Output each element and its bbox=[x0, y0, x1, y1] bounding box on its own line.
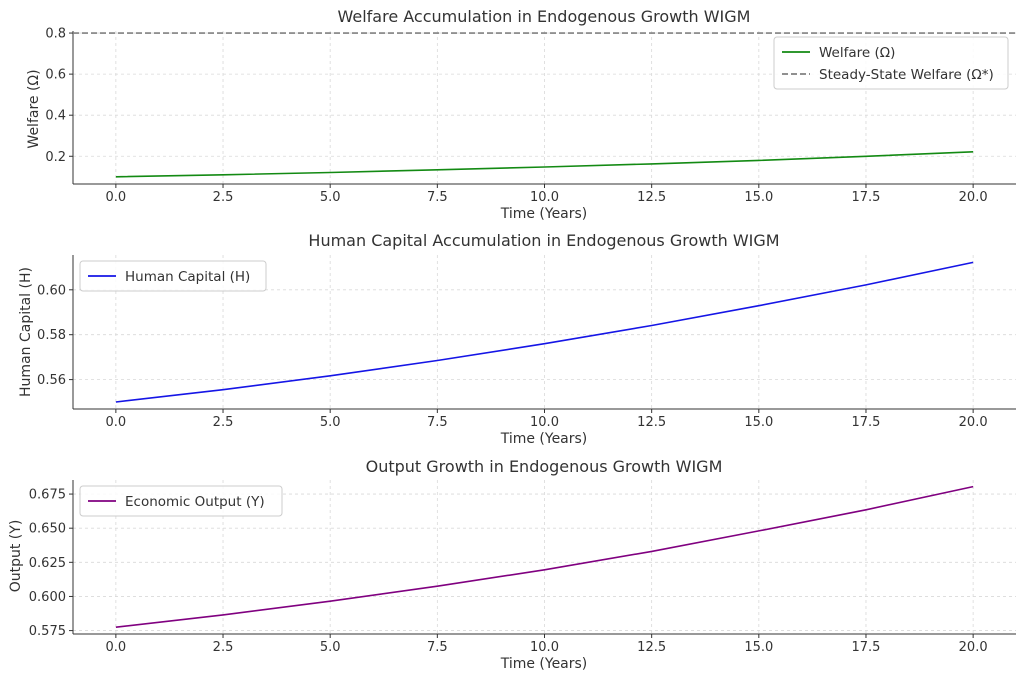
welfare-y-tick-label: 0.8 bbox=[45, 27, 66, 42]
human-capital-y-axis-label: Human Capital (H) bbox=[18, 267, 34, 397]
output-x-axis-label: Time (Years) bbox=[500, 656, 588, 672]
human-capital-legend: Human Capital (H) bbox=[79, 260, 267, 292]
human-capital-x-axis-label: Time (Years) bbox=[500, 431, 588, 447]
output-x-tick-label: 12.5 bbox=[637, 640, 666, 655]
welfare-x-tick-label: 12.5 bbox=[637, 190, 666, 205]
welfare-y-tick-label: 0.6 bbox=[45, 68, 66, 83]
output-y-axis-label: Output (Y) bbox=[8, 520, 24, 593]
human-capital-x-tick-label: 20.0 bbox=[959, 415, 988, 430]
human-capital-x-tick-label: 17.5 bbox=[852, 415, 881, 430]
output-x-tick-label: 17.5 bbox=[852, 640, 881, 655]
human-capital-y-tick-label: 0.60 bbox=[37, 283, 66, 298]
human-capital-x-tick-label: 0.0 bbox=[106, 415, 127, 430]
welfare-series-line-1 bbox=[115, 151, 974, 178]
welfare-x-tick-label: 0.0 bbox=[106, 190, 127, 205]
output-y-tick-label: 0.575 bbox=[29, 624, 66, 639]
welfare-x-tick-label: 15.0 bbox=[744, 190, 773, 205]
welfare-y-axis-label: Welfare (Ω) bbox=[26, 69, 42, 148]
human-capital-x-tick-label: 5.0 bbox=[320, 415, 341, 430]
human-capital-x-tick-label: 2.5 bbox=[213, 415, 234, 430]
human-capital-y-tick-label: 0.58 bbox=[37, 328, 66, 343]
welfare-legend: Welfare (Ω) Steady-State Welfare (Ω*) bbox=[773, 36, 1009, 90]
welfare-x-tick-label: 17.5 bbox=[852, 190, 881, 205]
human-capital-x-tick-label: 7.5 bbox=[427, 415, 448, 430]
output-x-tick-label: 2.5 bbox=[213, 640, 234, 655]
output-legend-box bbox=[79, 485, 283, 517]
output-y-tick-label: 0.600 bbox=[29, 590, 66, 605]
output-legend-label: Economic Output (Y) bbox=[125, 494, 265, 510]
human-capital-subplot: Human Capital Accumulation in Endogenous… bbox=[18, 231, 1016, 447]
welfare-x-axis-label: Time (Years) bbox=[500, 206, 588, 222]
welfare-x-tick-label: 5.0 bbox=[320, 190, 341, 205]
output-y-tick-label: 0.650 bbox=[29, 522, 66, 537]
output-x-tick-label: 7.5 bbox=[427, 640, 448, 655]
output-y-tick-label: 0.675 bbox=[29, 488, 66, 503]
welfare-x-tick-label: 7.5 bbox=[427, 190, 448, 205]
human-capital-plot-title: Human Capital Accumulation in Endogenous… bbox=[308, 231, 779, 250]
output-x-tick-label: 10.0 bbox=[530, 640, 559, 655]
output-x-tick-label: 20.0 bbox=[959, 640, 988, 655]
human-capital-legend-box bbox=[79, 260, 267, 292]
welfare-x-tick-label: 10.0 bbox=[530, 190, 559, 205]
output-plot-title: Output Growth in Endogenous Growth WIGM bbox=[366, 457, 723, 476]
welfare-y-tick-label: 0.2 bbox=[45, 150, 66, 165]
welfare-legend-label: Steady-State Welfare (Ω*) bbox=[819, 67, 994, 83]
welfare-plot-title: Welfare Accumulation in Endogenous Growt… bbox=[338, 7, 751, 26]
output-x-tick-label: 0.0 bbox=[106, 640, 127, 655]
human-capital-x-tick-label: 15.0 bbox=[744, 415, 773, 430]
welfare-x-tick-label: 2.5 bbox=[213, 190, 234, 205]
welfare-subplot: Welfare Accumulation in Endogenous Growt… bbox=[26, 7, 1016, 222]
human-capital-legend-label: Human Capital (H) bbox=[125, 269, 250, 285]
welfare-x-tick-label: 20.0 bbox=[959, 190, 988, 205]
human-capital-x-tick-label: 12.5 bbox=[637, 415, 666, 430]
output-series-line-1 bbox=[115, 485, 974, 628]
human-capital-x-tick-label: 10.0 bbox=[530, 415, 559, 430]
output-x-tick-label: 5.0 bbox=[320, 640, 341, 655]
welfare-legend-label: Welfare (Ω) bbox=[819, 45, 895, 61]
output-subplot: Output Growth in Endogenous Growth WIGM … bbox=[8, 457, 1016, 672]
welfare-legend-box bbox=[773, 36, 1009, 90]
output-legend: Economic Output (Y) bbox=[79, 485, 283, 517]
human-capital-y-tick-label: 0.56 bbox=[37, 373, 66, 388]
welfare-y-tick-label: 0.4 bbox=[45, 109, 66, 124]
output-y-tick-label: 0.625 bbox=[29, 556, 66, 571]
output-x-tick-label: 15.0 bbox=[744, 640, 773, 655]
human-capital-series-line-1 bbox=[115, 261, 974, 403]
